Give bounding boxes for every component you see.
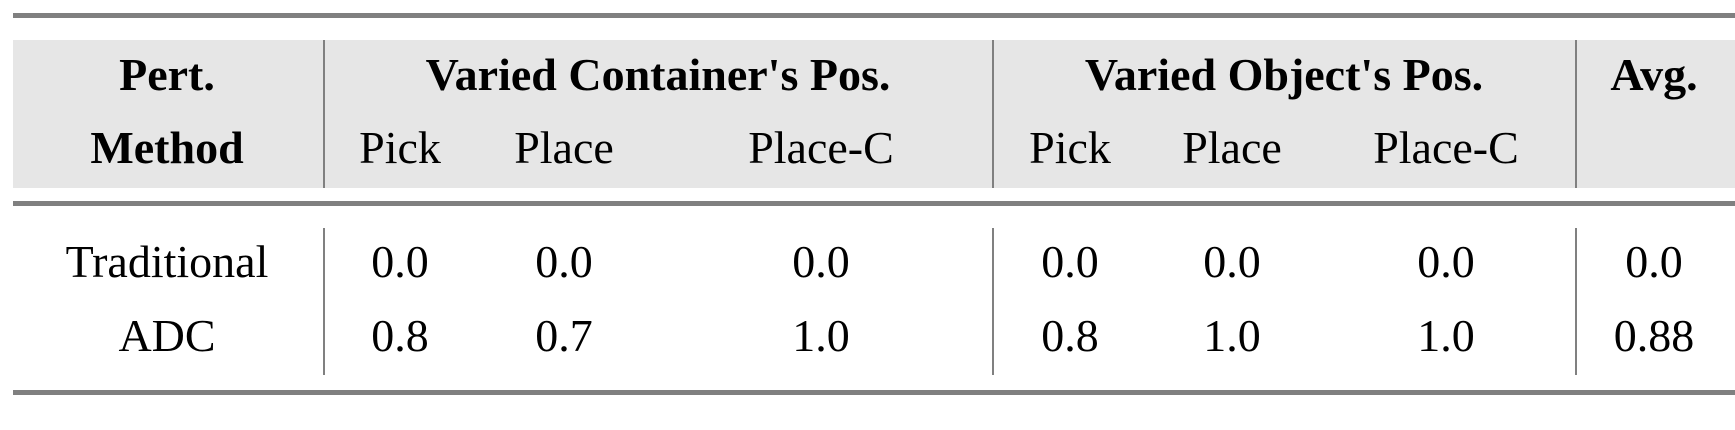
- header-sub: Place-C: [1373, 122, 1519, 173]
- header-avg: Avg.: [1610, 49, 1698, 100]
- header-background: [13, 40, 1735, 188]
- table-cell: 1.0: [792, 310, 850, 361]
- body-divider: [992, 228, 994, 375]
- table-cell: 0.0: [371, 236, 429, 287]
- body-divider: [1575, 228, 1577, 375]
- header-group-container: Varied Container's Pos.: [425, 49, 891, 100]
- header-sub: Pick: [359, 122, 441, 173]
- table-cell: 0.8: [1041, 310, 1099, 361]
- header-divider: [992, 40, 994, 188]
- table-cell: 0.0: [535, 236, 593, 287]
- table-cell: 0.0: [1417, 236, 1475, 287]
- row-method: ADC: [118, 310, 216, 361]
- table-cell: 0.0: [792, 236, 850, 287]
- header-divider: [323, 40, 325, 188]
- table-cell: 0.0: [1203, 236, 1261, 287]
- table-cell: 0.88: [1613, 310, 1695, 361]
- mid-rule: [13, 201, 1735, 206]
- table-cell: 1.0: [1203, 310, 1261, 361]
- bottom-rule: [13, 390, 1735, 395]
- table-cell: 0.0: [1041, 236, 1099, 287]
- top-rule: [13, 13, 1735, 18]
- header-divider: [1575, 40, 1577, 188]
- table-cell: 0.8: [371, 310, 429, 361]
- header-sub: Place: [1182, 122, 1282, 173]
- table-cell: 0.7: [535, 310, 593, 361]
- header-sub: Place: [514, 122, 614, 173]
- header-pert: Pert.: [119, 49, 215, 100]
- body-divider: [323, 228, 325, 375]
- header-sub: Place-C: [748, 122, 894, 173]
- row-method: Traditional: [65, 236, 269, 287]
- header-sub: Pick: [1029, 122, 1111, 173]
- header-method: Method: [90, 122, 244, 173]
- header-group-object: Varied Object's Pos.: [1084, 49, 1484, 100]
- table-cell: 1.0: [1417, 310, 1475, 361]
- table-cell: 0.0: [1625, 236, 1683, 287]
